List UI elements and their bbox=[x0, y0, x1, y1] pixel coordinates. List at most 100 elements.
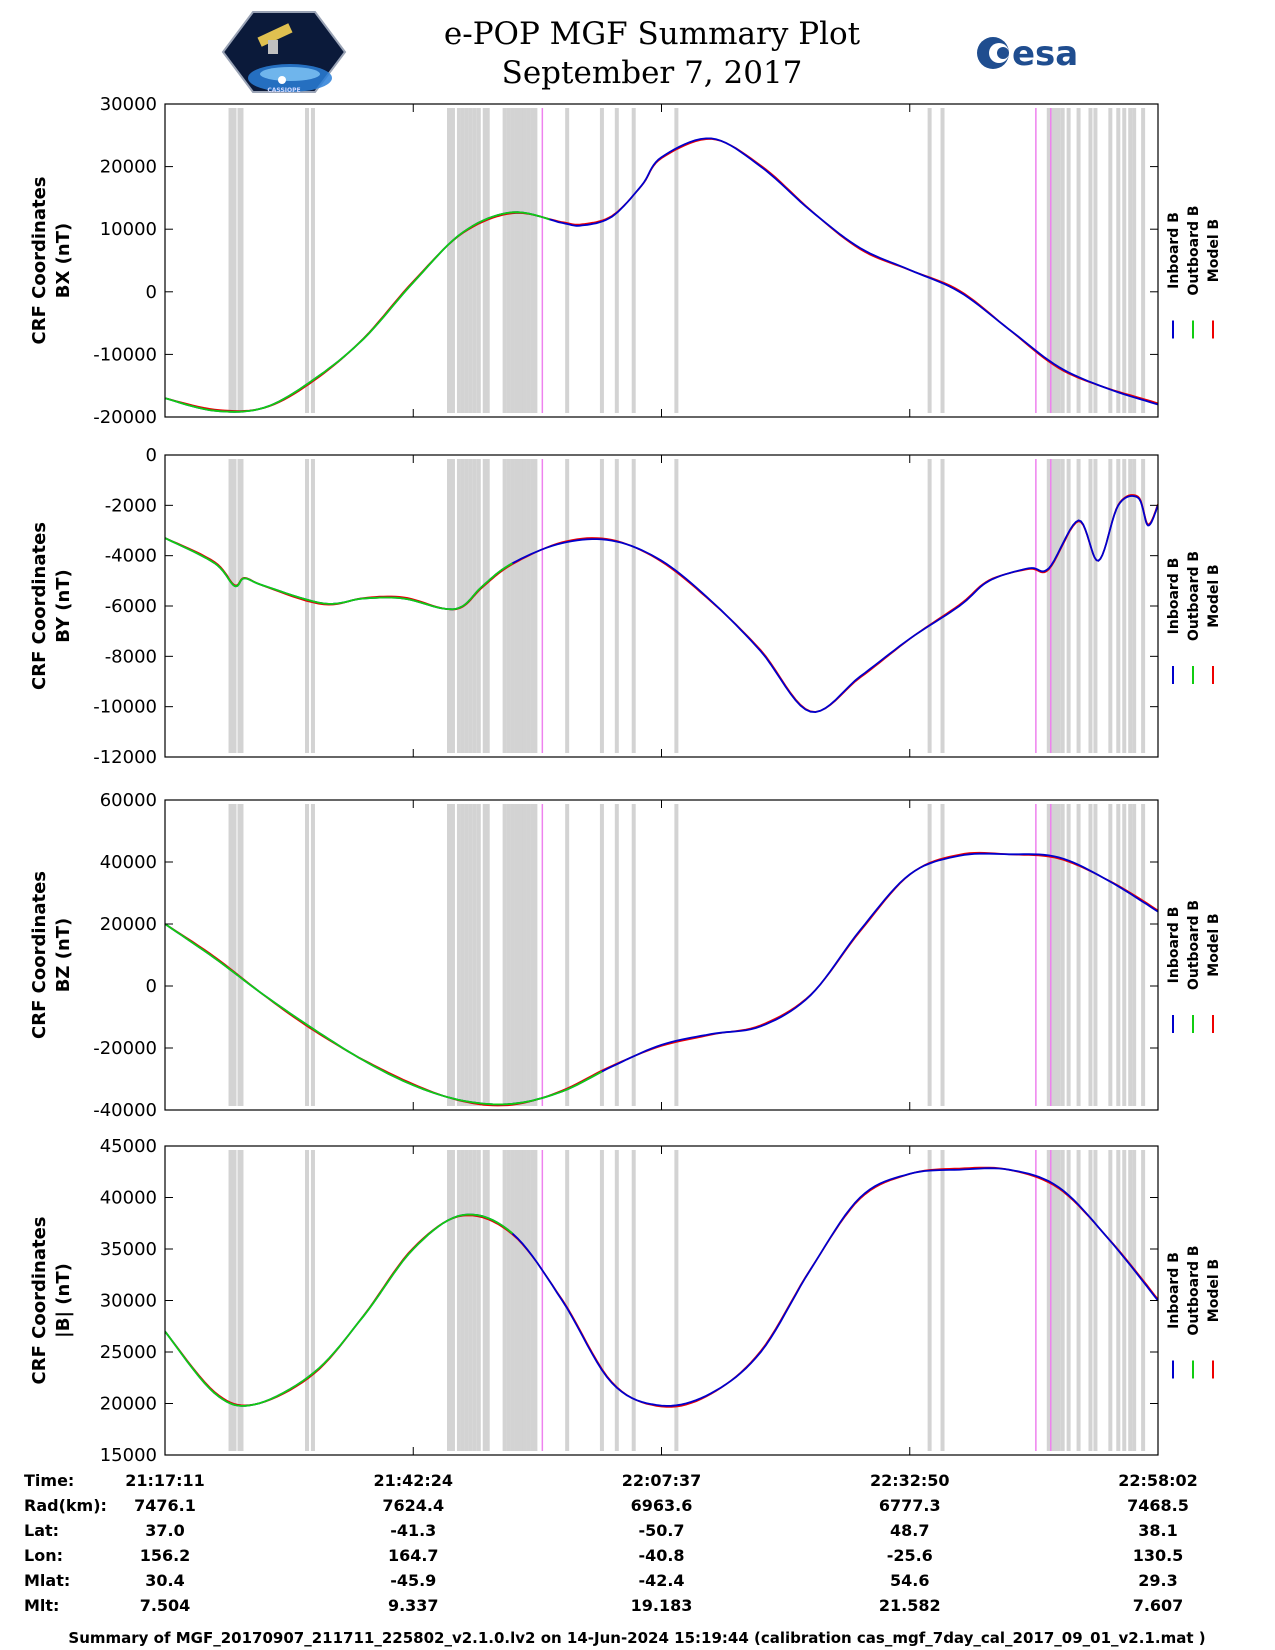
data-gap-bar bbox=[1046, 1150, 1051, 1451]
data-gap-bar bbox=[468, 804, 473, 1106]
y-axis-label-line2: |B| (nT) bbox=[53, 1263, 74, 1338]
ephemeris-value: 164.7 bbox=[388, 1546, 439, 1565]
data-gap-bar bbox=[940, 108, 945, 413]
data-gap-bar bbox=[631, 804, 636, 1106]
data-gap-bar bbox=[1128, 108, 1133, 413]
data-gap-bar bbox=[1108, 1150, 1113, 1451]
ephemeris-row-label: Lat: bbox=[24, 1521, 59, 1540]
data-gap-bar bbox=[450, 1150, 455, 1451]
data-gap-bar bbox=[510, 108, 515, 413]
data-gap-bar bbox=[631, 1150, 636, 1451]
data-gap-bar bbox=[1116, 459, 1121, 753]
y-tick-label: -4000 bbox=[105, 546, 157, 567]
data-gap-bar bbox=[239, 804, 244, 1106]
y-tick-label: -12000 bbox=[93, 747, 157, 768]
data-gap-bar bbox=[614, 1150, 619, 1451]
data-gap-bar bbox=[502, 1150, 507, 1451]
y-tick-label: 25000 bbox=[100, 1342, 157, 1363]
data-gap-bar bbox=[1122, 108, 1127, 413]
data-gap-bar bbox=[530, 459, 535, 753]
data-gap-bar bbox=[1132, 804, 1137, 1106]
data-gap-bar bbox=[472, 1150, 477, 1451]
data-gap-bar bbox=[464, 108, 469, 413]
data-gap-bar bbox=[450, 108, 455, 413]
data-gap-bar bbox=[1116, 804, 1121, 1106]
data-gap-bar bbox=[522, 108, 527, 413]
data-gap-bar bbox=[518, 804, 523, 1106]
data-gap-bar bbox=[510, 804, 515, 1106]
data-gap-marker bbox=[1050, 459, 1052, 753]
data-gap-bar bbox=[310, 108, 315, 413]
data-gap-bar bbox=[533, 804, 538, 1106]
data-gap-bar bbox=[1076, 804, 1081, 1106]
panel-bz: -40000 -20000 0 20000 40000 60000 CRF Coordina… bbox=[29, 790, 1222, 1121]
data-gap-bar bbox=[476, 459, 481, 753]
data-gap-bar bbox=[482, 459, 487, 753]
data-gap-bar bbox=[518, 459, 523, 753]
data-gap-bar bbox=[674, 1150, 679, 1451]
data-gap-marker bbox=[541, 1150, 544, 1451]
ephemeris-row-label: Lon: bbox=[24, 1546, 63, 1565]
y-tick-label: -20000 bbox=[93, 1038, 157, 1059]
y-tick-label: 40000 bbox=[100, 852, 157, 873]
data-gap-marker bbox=[1035, 459, 1037, 753]
data-gap-bar bbox=[239, 1150, 244, 1451]
legend: Inboard B Outboard B Model B bbox=[1166, 900, 1222, 1033]
y-axis-label: CRF Coordinates BX (nT) bbox=[29, 177, 74, 345]
data-gap-bar bbox=[468, 108, 473, 413]
data-gap-bar bbox=[510, 1150, 515, 1451]
data-gap-bar bbox=[450, 459, 455, 753]
data-gap-bar bbox=[460, 1150, 465, 1451]
y-tick-label: 20000 bbox=[100, 914, 157, 935]
data-gap-bar bbox=[927, 459, 932, 753]
data-gap-bar bbox=[446, 804, 451, 1106]
legend: Inboard B Outboard B Model B bbox=[1166, 205, 1222, 339]
ephemeris-value: 19.183 bbox=[631, 1596, 693, 1615]
data-gap-bar bbox=[485, 108, 490, 413]
data-gap-bar bbox=[1050, 108, 1055, 413]
data-gap-bar bbox=[1132, 459, 1137, 753]
data-gap-bar bbox=[599, 459, 604, 753]
data-gap-bar bbox=[464, 459, 469, 753]
data-gap-bar bbox=[502, 108, 507, 413]
data-gap-bar bbox=[1122, 1150, 1127, 1451]
data-gap-bar bbox=[674, 804, 679, 1106]
data-gap-bar bbox=[1066, 804, 1071, 1106]
data-gap-bar bbox=[1056, 108, 1061, 413]
y-axis-label-line1: CRF Coordinates bbox=[29, 1217, 50, 1385]
data-gap-bar bbox=[304, 1150, 309, 1451]
legend: Inboard B Outboard B Model B bbox=[1166, 551, 1222, 684]
y-tick-label: 20000 bbox=[100, 157, 157, 178]
data-gap-bar bbox=[533, 1150, 538, 1451]
ephemeris-value: 130.5 bbox=[1133, 1546, 1184, 1565]
data-gap-bar bbox=[228, 108, 233, 413]
ephemeris-value: 21.582 bbox=[879, 1596, 941, 1615]
ephemeris-value: -42.4 bbox=[638, 1571, 684, 1590]
data-gap-bar bbox=[514, 459, 519, 753]
data-gap-bar bbox=[1108, 804, 1113, 1106]
data-gap-bar bbox=[1093, 459, 1098, 753]
data-gap-bar bbox=[304, 804, 309, 1106]
data-gap-bar bbox=[674, 459, 679, 753]
y-tick-label: 30000 bbox=[100, 94, 157, 115]
data-gap-bar bbox=[310, 459, 315, 753]
y-tick-label: 0 bbox=[146, 445, 157, 466]
data-gap-bar bbox=[456, 804, 461, 1106]
legend-label-outboard: Outboard B bbox=[1186, 900, 1202, 990]
y-tick-label: 60000 bbox=[100, 790, 157, 811]
data-gap-bar bbox=[1076, 108, 1081, 413]
data-gap-marker bbox=[1050, 1150, 1052, 1451]
data-gap-bar bbox=[940, 804, 945, 1106]
y-tick-label: -10000 bbox=[93, 697, 157, 718]
data-gap-bar bbox=[468, 1150, 473, 1451]
data-gap-bar bbox=[599, 1150, 604, 1451]
data-gap-bar bbox=[631, 108, 636, 413]
data-gap-bar bbox=[485, 804, 490, 1106]
data-gap-bar bbox=[1122, 459, 1127, 753]
data-gap-bar bbox=[1093, 1150, 1098, 1451]
data-gap-bar bbox=[1088, 108, 1093, 413]
ephemeris-value: -40.8 bbox=[638, 1546, 684, 1565]
outboard-b-line bbox=[165, 537, 513, 611]
footer-caption: Summary of MGF_20170907_211711_225802_v2… bbox=[68, 1629, 1205, 1647]
